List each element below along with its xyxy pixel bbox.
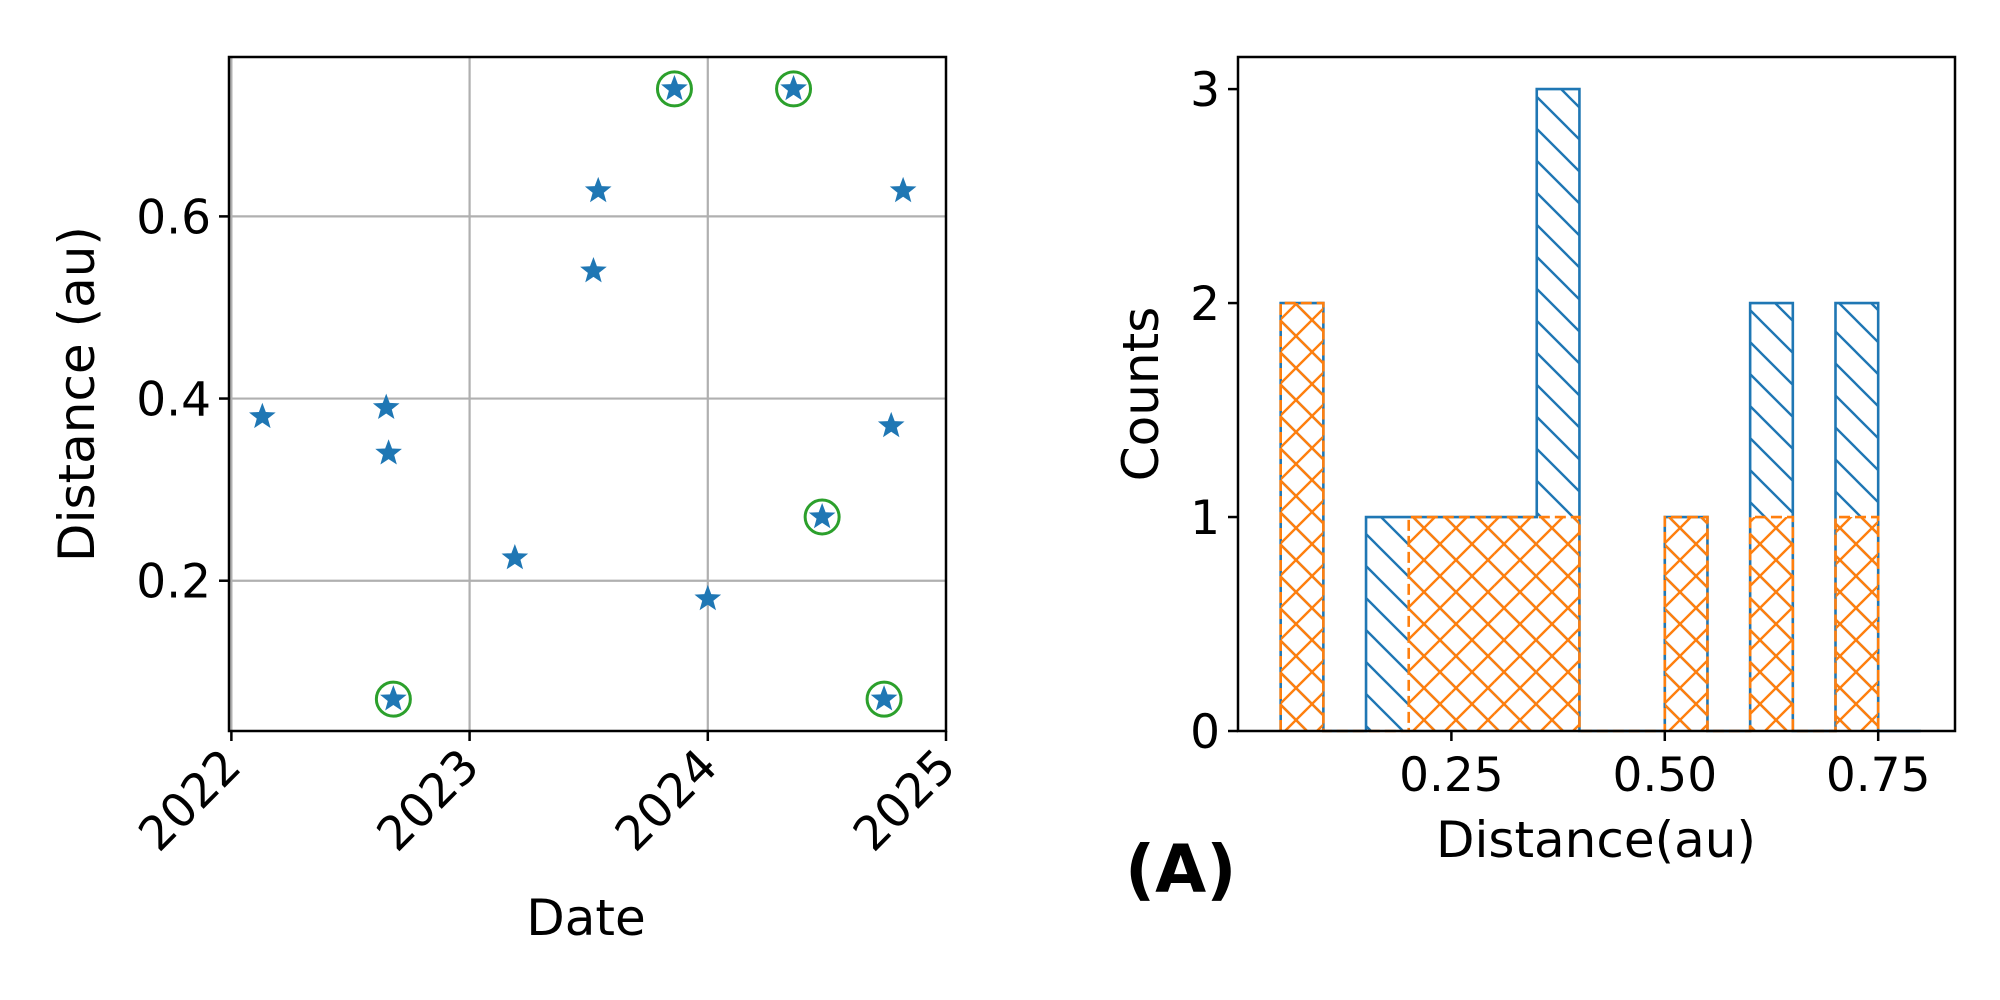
scatter-x-tick-label: 2022: [128, 739, 251, 862]
histogram-bars: [1279, 87, 1921, 733]
scatter-point: [249, 402, 276, 429]
circled-histogram-bar: [1408, 517, 1452, 731]
scatter-point: [372, 393, 400, 419]
scatter-point: [501, 543, 529, 570]
scatter-panel: 2022 2023 2024 2025 0.2 0.4 0.6 Date Distance…: [48, 55, 966, 947]
histogram-x-tick-label: 0.50: [1612, 748, 1717, 803]
scatter-point: [375, 439, 402, 465]
scatter-point: [808, 502, 836, 529]
histogram-y-tick-label: 2: [1190, 277, 1220, 332]
circled-histogram-bar: [1494, 517, 1537, 731]
scatter-points: [249, 70, 917, 718]
scatter-point: [380, 685, 407, 711]
histogram-x-label: Distance(au): [1436, 811, 1756, 869]
scatter-grid: [229, 57, 946, 731]
histogram-y-tick-label: 0: [1190, 705, 1220, 760]
scatter-y-ticks: 0.2 0.4 0.6: [136, 190, 229, 610]
scatter-y-label: Distance (au): [48, 226, 106, 562]
scatter-point: [580, 257, 607, 283]
histogram-y-tick-label: 1: [1190, 491, 1220, 546]
histogram-panel: 0.25 0.50 0.75 0 1 2 3 Distance(au) Counts (A…: [1112, 55, 1957, 908]
histogram-x-tick-label: 0.75: [1826, 748, 1931, 803]
circled-histogram-bar: [1664, 517, 1708, 731]
histogram-y-tick-label: 3: [1190, 63, 1220, 118]
scatter-point: [661, 74, 688, 101]
circled-histogram-bar: [1835, 517, 1879, 731]
highlight-circle: [803, 498, 841, 536]
scatter-x-tick-label: 2024: [605, 739, 728, 862]
scatter-point: [889, 176, 917, 203]
scatter-point: [780, 74, 807, 101]
scatter-x-tick-label: 2025: [843, 739, 966, 862]
scatter-y-tick-label: 0.6: [136, 190, 211, 245]
histogram-y-ticks: 0 1 2 3: [1190, 63, 1238, 760]
scatter-y-tick-label: 0.2: [136, 555, 211, 610]
circled-histogram-bar: [1750, 517, 1793, 731]
highlight-circle: [775, 70, 813, 108]
histogram-x-ticks: 0.25 0.50 0.75: [1399, 731, 1931, 803]
scatter-point: [877, 411, 905, 438]
histogram-y-label: Counts: [1112, 307, 1170, 482]
highlight-circle: [655, 70, 693, 108]
scatter-x-label: Date: [526, 889, 646, 947]
panel-label: (A): [1125, 831, 1236, 908]
scatter-x-tick-label: 2023: [367, 739, 490, 862]
scatter-frame: [227, 55, 948, 733]
scatter-point: [584, 176, 612, 203]
scatter-y-tick-label: 0.4: [136, 373, 211, 428]
circled-histogram-bar: [1280, 303, 1324, 731]
highlight-circle: [865, 680, 903, 718]
histogram-x-tick-label: 0.25: [1399, 748, 1504, 803]
circled-histogram-bar: [1451, 517, 1495, 731]
all-histogram-bar: [1366, 517, 1409, 731]
circled-histogram-bar: [1536, 517, 1580, 731]
scatter-x-ticks: 2022 2023 2024 2025: [128, 731, 966, 862]
highlight-circle: [374, 680, 412, 718]
scatter-point: [870, 685, 898, 711]
histogram-frame: [1236, 55, 1957, 733]
scatter-point: [694, 584, 722, 611]
